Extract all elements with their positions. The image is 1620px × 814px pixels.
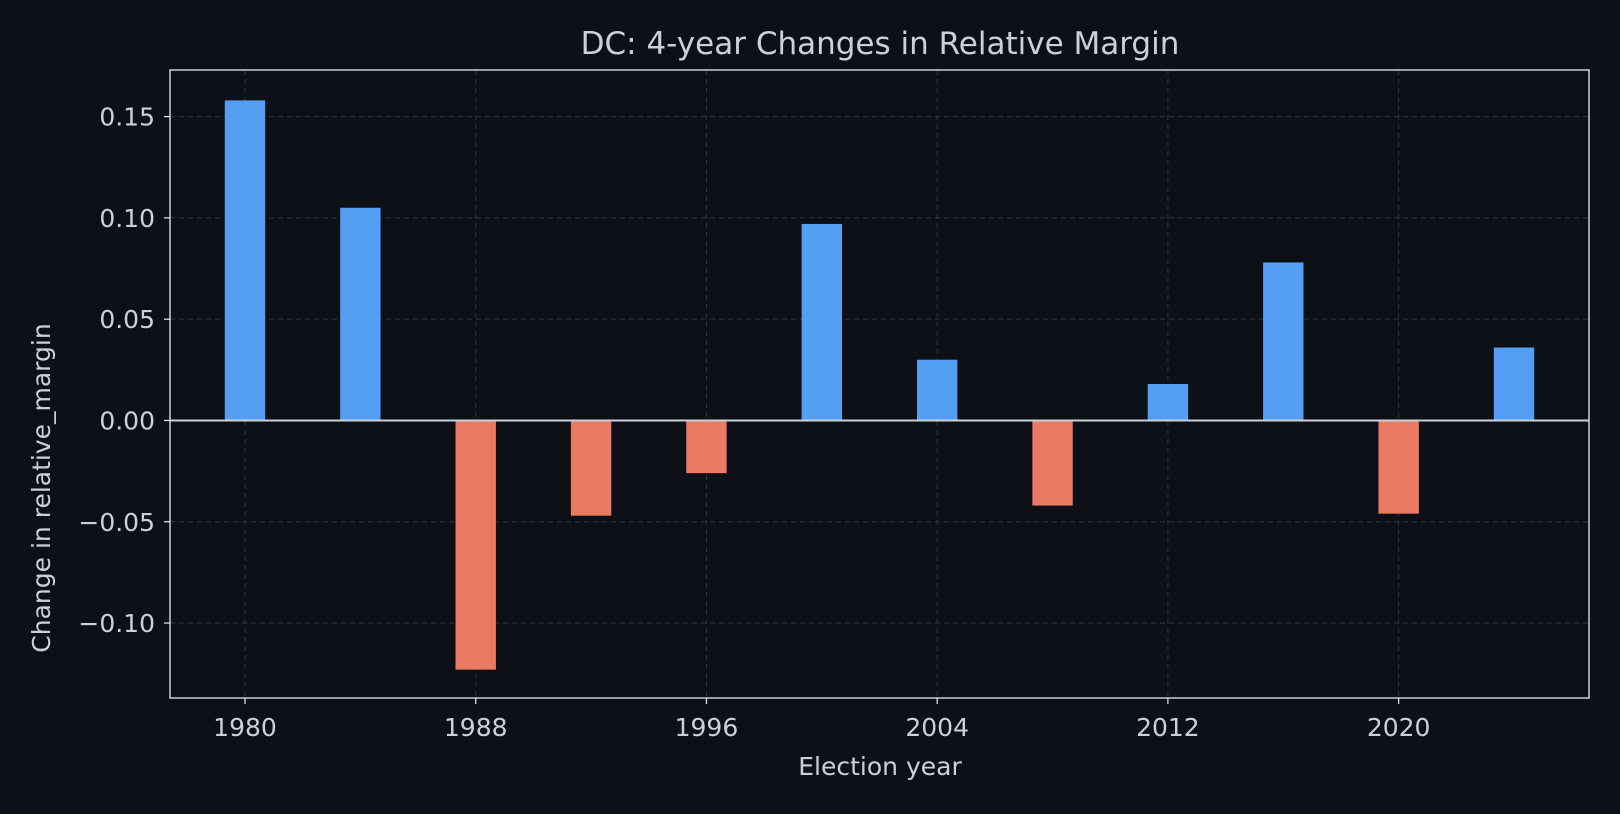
bar-2024 [1493, 347, 1535, 421]
bars-layer [224, 100, 1535, 670]
y-tick-label: 0.15 [99, 103, 155, 132]
bar-2004 [916, 359, 958, 421]
grid-layer [170, 70, 1589, 698]
bar-1996 [686, 420, 727, 474]
y-tick-label: −0.10 [78, 609, 155, 638]
y-axis-label: Change in relative_margin [27, 323, 56, 652]
chart-title: DC: 4-year Changes in Relative Margin [581, 26, 1180, 62]
y-tick-label: −0.05 [78, 508, 155, 537]
x-axis-label: Election year [798, 752, 962, 781]
bar-1988 [455, 420, 496, 670]
x-tick-label: 1988 [444, 713, 508, 742]
bar-2012 [1147, 384, 1189, 421]
y-tick-label: 0.05 [99, 305, 155, 334]
bar-2008 [1032, 420, 1073, 506]
x-tick-label: 1996 [675, 713, 739, 742]
x-tick-label: 2012 [1136, 713, 1200, 742]
x-tick-label: 1980 [213, 713, 277, 742]
y-tick-label: 0.10 [99, 204, 155, 233]
y-tick-label: 0.00 [99, 406, 155, 435]
bar-2016 [1263, 262, 1304, 421]
x-tick-label: 2004 [905, 713, 969, 742]
ticks-layer: 0.15 0.10 0.05 0.00 −0.05 −0.10 1980 1988 1996 20… [78, 103, 1430, 742]
bar-2020 [1378, 420, 1419, 514]
bar-1984 [340, 207, 381, 421]
plot-frame [169, 69, 1590, 699]
bar-2000 [801, 223, 843, 421]
x-tick-label: 2020 [1367, 713, 1431, 742]
bar-1992 [570, 420, 612, 516]
bar-1980 [224, 100, 266, 421]
